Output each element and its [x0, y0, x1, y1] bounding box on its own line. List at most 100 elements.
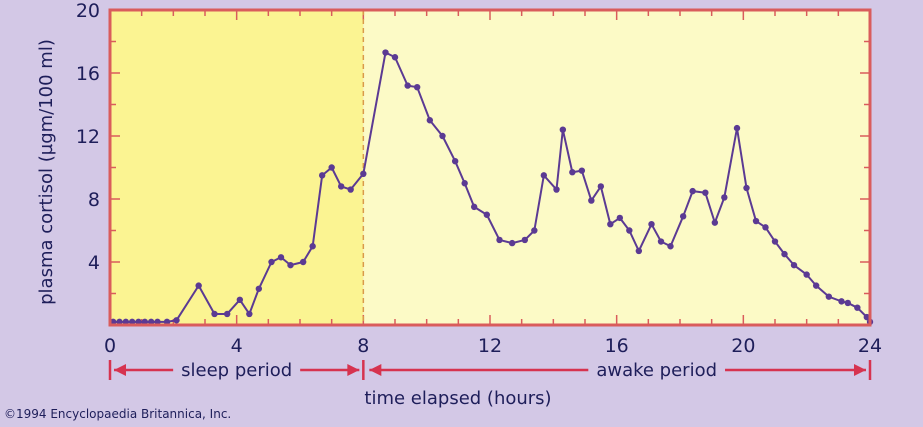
data-point: [540, 172, 548, 179]
data-point: [318, 172, 326, 179]
data-point: [771, 238, 779, 245]
data-point: [413, 83, 421, 91]
data-point: [439, 132, 446, 140]
data-point: [679, 213, 687, 220]
data-point: [496, 236, 503, 244]
x-tick-label: 0: [104, 335, 116, 357]
data-point: [404, 82, 411, 89]
y-tick-label: 8: [88, 189, 100, 211]
data-point: [825, 293, 833, 300]
data-point: [553, 186, 560, 193]
plot-area-frame: [108, 8, 872, 327]
data-point: [255, 285, 263, 292]
x-tick-label: 20: [731, 335, 755, 357]
data-point: [337, 183, 345, 190]
data-point: [147, 318, 155, 326]
y-tick-label: 16: [76, 63, 100, 85]
data-point: [154, 318, 161, 326]
x-tick-label: 24: [858, 335, 882, 357]
y-tick-label: 4: [88, 252, 100, 274]
data-point: [711, 219, 719, 226]
x-tick-label: 4: [231, 335, 243, 357]
period-indicators: sleep period awake period: [108, 360, 872, 381]
period-shade-1: [363, 11, 870, 324]
data-point: [382, 49, 389, 56]
data-point: [163, 318, 171, 326]
data-point: [626, 227, 633, 234]
data-point: [578, 167, 586, 174]
data-point: [360, 170, 367, 177]
data-point: [135, 318, 142, 326]
period-shade-0: [110, 11, 364, 324]
data-point: [597, 183, 605, 190]
data-point: [287, 261, 294, 269]
cortisol-series: [109, 49, 874, 326]
data-point: [391, 54, 399, 61]
data-point: [648, 221, 655, 228]
data-point: [246, 310, 253, 318]
data-point: [141, 318, 149, 326]
data-point: [451, 158, 459, 165]
data-point: [328, 164, 335, 171]
data-point: [223, 310, 231, 318]
data-point: [635, 247, 643, 255]
data-point: [299, 258, 307, 266]
data-point: [743, 184, 750, 192]
arrowhead-right: [347, 364, 360, 376]
period-label-1: awake period: [596, 360, 717, 381]
data-point: [109, 318, 117, 326]
data-point: [607, 221, 614, 228]
data-point: [173, 317, 180, 324]
data-point: [470, 203, 478, 211]
data-point: [483, 211, 491, 218]
data-point: [461, 180, 468, 187]
data-point: [762, 224, 769, 231]
data-point: [812, 282, 820, 289]
data-point: [211, 310, 218, 318]
data-point: [128, 318, 136, 326]
data-point: [569, 169, 576, 176]
data-point: [588, 197, 595, 204]
x-axis-title: time elapsed (hours): [364, 388, 551, 409]
data-point: [752, 217, 760, 225]
data-point: [838, 298, 845, 305]
data-point: [803, 271, 810, 278]
data-point: [122, 318, 130, 326]
data-point: [521, 236, 529, 244]
data-point: [616, 214, 624, 222]
data-point: [854, 304, 861, 311]
x-tick-label: 12: [478, 335, 502, 357]
data-point: [863, 313, 871, 321]
data-point: [277, 254, 285, 261]
period-shading: [110, 11, 870, 324]
data-point: [508, 239, 516, 247]
x-tick-label: 8: [357, 335, 369, 357]
data-point: [689, 187, 696, 195]
data-point: [309, 243, 316, 250]
x-tick-label: 16: [605, 335, 629, 357]
data-point: [559, 126, 567, 133]
data-point: [347, 186, 354, 193]
data-point: [702, 189, 709, 196]
data-point: [781, 250, 788, 258]
data-point: [667, 243, 674, 250]
copyright-notice: ©1994 Encyclopaedia Britannica, Inc.: [4, 407, 231, 421]
data-point: [790, 261, 798, 269]
data-point: [721, 194, 728, 201]
data-point: [195, 282, 202, 289]
arrowhead-left: [369, 364, 382, 376]
data-point: [268, 258, 275, 266]
data-point: [116, 318, 123, 326]
data-point: [844, 299, 852, 307]
data-point: [236, 296, 244, 303]
data-point: [531, 227, 538, 234]
y-tick-label: 12: [76, 126, 100, 148]
data-point: [657, 238, 665, 245]
y-tick-label: 20: [76, 0, 100, 22]
arrowhead-left: [114, 364, 126, 376]
data-point: [733, 124, 741, 132]
data-point: [426, 117, 434, 124]
y-axis-title: plasma cortisol (µgm/100 ml): [36, 39, 57, 305]
y-tick-labels: 4 8 12 16 20: [76, 0, 100, 274]
